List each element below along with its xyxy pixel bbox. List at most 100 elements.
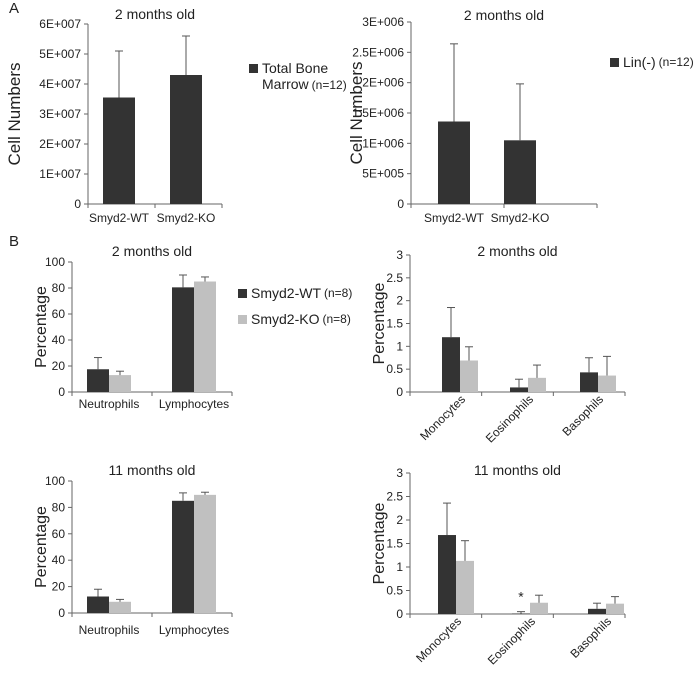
y-tick-label: 2 bbox=[396, 294, 403, 308]
legend-swatch-smyd2-wt bbox=[238, 289, 247, 298]
legend-label-smyd2-wt: Smyd2-WT bbox=[251, 285, 321, 301]
legend-n-total-bone-marrow: (n=12) bbox=[311, 78, 347, 92]
y-tick-label: 100 bbox=[45, 255, 65, 269]
y-tick-label: 1 bbox=[396, 560, 403, 574]
y-axis-label: Cell Numbers bbox=[5, 63, 24, 166]
bar-monocytes-smyd2-wt bbox=[442, 337, 460, 392]
neutrophil-lymphocyte-11mo-chart: 11 months old Percentage 0 20 40 60 80 100 Neutr… bbox=[33, 462, 233, 637]
y-tick-label: 3E+006 bbox=[362, 15, 404, 29]
bar-lymphocytes-smyd2-wt bbox=[172, 500, 194, 613]
y-tick-label: 5E+005 bbox=[362, 167, 404, 181]
y-axis-label: Percentage bbox=[33, 506, 50, 588]
y-tick-label: 3E+007 bbox=[39, 107, 81, 121]
bar-lymphocytes-smyd2-wt bbox=[172, 287, 194, 392]
y-tick-label: 40 bbox=[52, 553, 66, 567]
y-tick-label: 5E+007 bbox=[39, 47, 81, 61]
x-category-label: Lymphocytes bbox=[159, 397, 229, 411]
x-category-label: Basophils bbox=[559, 392, 606, 439]
x-category-label: Smyd2-KO bbox=[157, 211, 216, 225]
y-tick-label: 1.5 bbox=[386, 537, 403, 551]
chart-title: 2 months old bbox=[115, 6, 195, 22]
total-bone-marrow-chart: 2 months old Cell Numbers 0 1E+007 2E+007 3E+… bbox=[5, 6, 223, 225]
y-tick-label: 20 bbox=[52, 359, 66, 373]
y-tick-label: 2E+006 bbox=[362, 76, 404, 90]
y-tick-label: 80 bbox=[52, 500, 66, 514]
y-tick-label: 1E+007 bbox=[39, 167, 81, 181]
bar-lymphocytes-smyd2-ko bbox=[194, 494, 216, 613]
legend-label-total-bone-marrow-line1: Total Bone bbox=[262, 60, 329, 76]
legend-swatch-smyd2-ko bbox=[238, 315, 247, 324]
y-tick-label: 2.5E+006 bbox=[352, 45, 404, 59]
bar-eosinophils-smyd2-ko bbox=[528, 377, 546, 392]
x-category-label: Monocytes bbox=[413, 614, 464, 665]
chart-title: 11 months old bbox=[474, 462, 561, 478]
bar-monocytes-smyd2-ko bbox=[456, 560, 474, 614]
legend-n-smyd2-wt: (n=8) bbox=[324, 286, 353, 300]
legend-label-smyd2-ko: Smyd2-KO bbox=[251, 311, 320, 327]
y-axis-label: Percentage bbox=[371, 282, 388, 364]
lin-negative-chart: 2 months old Cell Numbers 0 5E+005 1E+006 1.5… bbox=[347, 7, 598, 225]
legend-swatch-lin-negative bbox=[610, 58, 619, 67]
panel-label-a: A bbox=[9, 0, 20, 17]
bar-basophils-smyd2-ko bbox=[598, 375, 616, 392]
y-tick-label: 2.5 bbox=[386, 271, 403, 285]
bar-eosinophils-smyd2-wt bbox=[510, 387, 528, 392]
y-tick-label: 2 bbox=[396, 513, 403, 527]
y-tick-label: 3 bbox=[396, 248, 403, 262]
monocyte-eosinophil-basophil-11mo-chart: 11 months old Percentage 0 0.5 1 1.5 2 2.5 3 Mono… bbox=[371, 462, 626, 668]
legend-n-lin-negative: (n=12) bbox=[658, 55, 694, 69]
y-tick-label: 0 bbox=[58, 385, 65, 399]
bar-smyd2-ko-total-bone-marrow bbox=[170, 75, 202, 204]
x-category-label: Neutrophils bbox=[79, 623, 140, 637]
y-tick-label: 2E+007 bbox=[39, 137, 81, 151]
monocyte-eosinophil-basophil-2mo-chart: 2 months old Percentage 0 0.5 1 1.5 2 2.5 3 Monoc… bbox=[371, 243, 626, 446]
legend-n-smyd2-ko: (n=8) bbox=[322, 312, 351, 326]
x-category-label: Eosinophils bbox=[485, 614, 538, 667]
legend-lin-negative: Lin(-) (n=12) bbox=[610, 54, 694, 70]
bar-neutrophils-smyd2-ko bbox=[109, 375, 131, 392]
y-tick-label: 100 bbox=[45, 474, 65, 488]
y-axis-label: Percentage bbox=[371, 502, 388, 584]
panel-label-b: B bbox=[9, 233, 20, 250]
x-category-label: Lymphocytes bbox=[159, 623, 229, 637]
bar-monocytes-smyd2-wt bbox=[438, 535, 456, 614]
y-tick-label: 80 bbox=[52, 281, 66, 295]
y-tick-label: 0.5 bbox=[386, 362, 403, 376]
bar-basophils-smyd2-ko bbox=[606, 603, 624, 614]
y-tick-label: 0 bbox=[58, 606, 65, 620]
legend-label-lin-negative: Lin(-) bbox=[623, 54, 656, 70]
bar-basophils-smyd2-wt bbox=[588, 608, 606, 614]
y-tick-label: 40 bbox=[52, 333, 66, 347]
bar-smyd2-wt-lin- bbox=[438, 121, 470, 204]
y-tick-label: 0 bbox=[397, 197, 404, 211]
y-tick-label: 2.5 bbox=[386, 490, 403, 504]
bar-neutrophils-smyd2-wt bbox=[87, 596, 109, 613]
bar-basophils-smyd2-wt bbox=[580, 372, 598, 392]
x-category-label: Smyd2-WT bbox=[89, 211, 150, 225]
y-tick-label: 1.5E+006 bbox=[352, 106, 404, 120]
x-category-label: Eosinophils bbox=[483, 392, 536, 445]
bar-monocytes-smyd2-ko bbox=[460, 360, 478, 392]
significance-asterisk: * bbox=[518, 589, 524, 605]
y-tick-label: 3 bbox=[396, 466, 403, 480]
chart-title: 11 months old bbox=[109, 462, 196, 478]
legend-total-bone-marrow: Total Bone Marrow (n=12) bbox=[249, 60, 347, 93]
y-tick-label: 20 bbox=[52, 580, 66, 594]
x-category-label: Monocytes bbox=[417, 392, 468, 443]
x-category-label: Smyd2-KO bbox=[491, 211, 550, 225]
y-tick-label: 60 bbox=[52, 307, 66, 321]
y-tick-label: 0 bbox=[396, 607, 403, 621]
y-axis-label: Cell Numbers bbox=[347, 62, 366, 165]
y-tick-label: 1 bbox=[396, 339, 403, 353]
y-tick-label: 4E+007 bbox=[39, 77, 81, 91]
y-tick-label: 1.5 bbox=[386, 317, 403, 331]
x-category-label: Neutrophils bbox=[79, 397, 140, 411]
x-category-label: Smyd2-WT bbox=[424, 211, 485, 225]
y-tick-label: 6E+007 bbox=[39, 17, 81, 31]
bar-neutrophils-smyd2-wt bbox=[87, 369, 109, 392]
neutrophil-lymphocyte-2mo-chart: 2 months old Percentage 0 20 40 60 80 100 Neutro… bbox=[33, 243, 233, 411]
bar-smyd2-ko-lin- bbox=[504, 140, 536, 204]
y-axis-label: Percentage bbox=[33, 286, 50, 368]
y-tick-label: 0 bbox=[396, 385, 403, 399]
chart-title: 2 months old bbox=[464, 7, 544, 23]
